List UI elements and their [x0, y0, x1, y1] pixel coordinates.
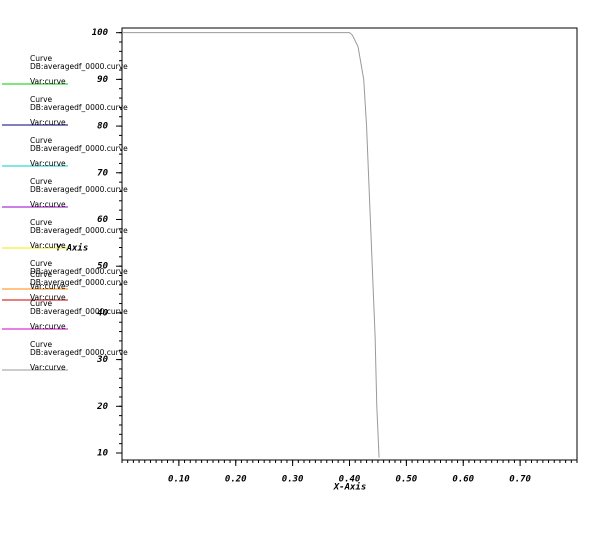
y-tick-label: 60	[97, 215, 108, 225]
legend-db: DB:averagedf_0000.curve	[30, 103, 128, 112]
legend-var: Var:curve	[30, 77, 66, 86]
y-tick-label: 30	[96, 355, 108, 365]
legend-var: Var:curve	[30, 322, 66, 331]
legend-db: DB:averagedf_0000.curve	[30, 144, 128, 153]
x-tick-label: 0.40	[339, 475, 361, 485]
x-tick-label: 0.70	[509, 475, 531, 485]
legend-label: Curve	[30, 177, 53, 186]
legend-var: Var:curve	[30, 200, 66, 209]
legend-label: Curve	[30, 340, 53, 349]
x-tick-label: 0.50	[396, 475, 418, 485]
legend-var: Var:curve	[30, 293, 66, 302]
x-tick-label: 0.10	[168, 475, 190, 485]
legend-var: Var:curve	[30, 241, 66, 250]
legend-label: Curve	[30, 54, 53, 63]
legend-label: Curve	[30, 136, 53, 145]
x-tick-label: 0.30	[282, 475, 304, 485]
legend-var: Var:curve	[30, 282, 66, 291]
legend-var: Var:curve	[30, 363, 66, 372]
plot-frame	[121, 27, 578, 461]
curve	[122, 32, 380, 458]
legend-label: Curve	[30, 259, 53, 268]
legend-db: DB:averagedf_0000.curve	[30, 226, 128, 235]
y-tick-label: 40	[97, 308, 108, 318]
y-tick-label: 70	[97, 168, 108, 178]
y-tick-label: 20	[96, 402, 108, 412]
legend-db: DB:averagedf_0000.curve	[30, 307, 128, 316]
legend-db: DB:averagedf_0000.curve	[30, 267, 128, 276]
x-tick-label: 0.20	[225, 475, 247, 485]
y-tick-label: 10	[97, 448, 108, 458]
legend-var: Var:curve	[30, 118, 66, 127]
legend-db: DB:averagedf_0000.curve	[30, 348, 128, 357]
y-tick-label: 90	[97, 75, 108, 85]
legend-db: DB:averagedf_0000.curve	[30, 278, 128, 287]
legend-var: Var:curve	[30, 159, 66, 168]
legend-label: Curve	[30, 218, 53, 227]
legend-label: Curve	[30, 270, 53, 279]
legend-label: Curve	[30, 95, 53, 104]
y-tick-label: 80	[97, 122, 108, 132]
legend-db: DB:averagedf_0000.curve	[30, 185, 128, 194]
y-tick-label: 50	[97, 262, 108, 272]
legend-db: DB:averagedf_0000.curve	[30, 62, 128, 71]
y-axis-title: Y-Axis	[56, 243, 89, 254]
y-tick-label: 100	[92, 28, 109, 38]
x-tick-label: 0.60	[452, 475, 474, 485]
legend-label: Curve	[30, 299, 53, 308]
x-axis-title: X-Axis	[333, 482, 367, 493]
